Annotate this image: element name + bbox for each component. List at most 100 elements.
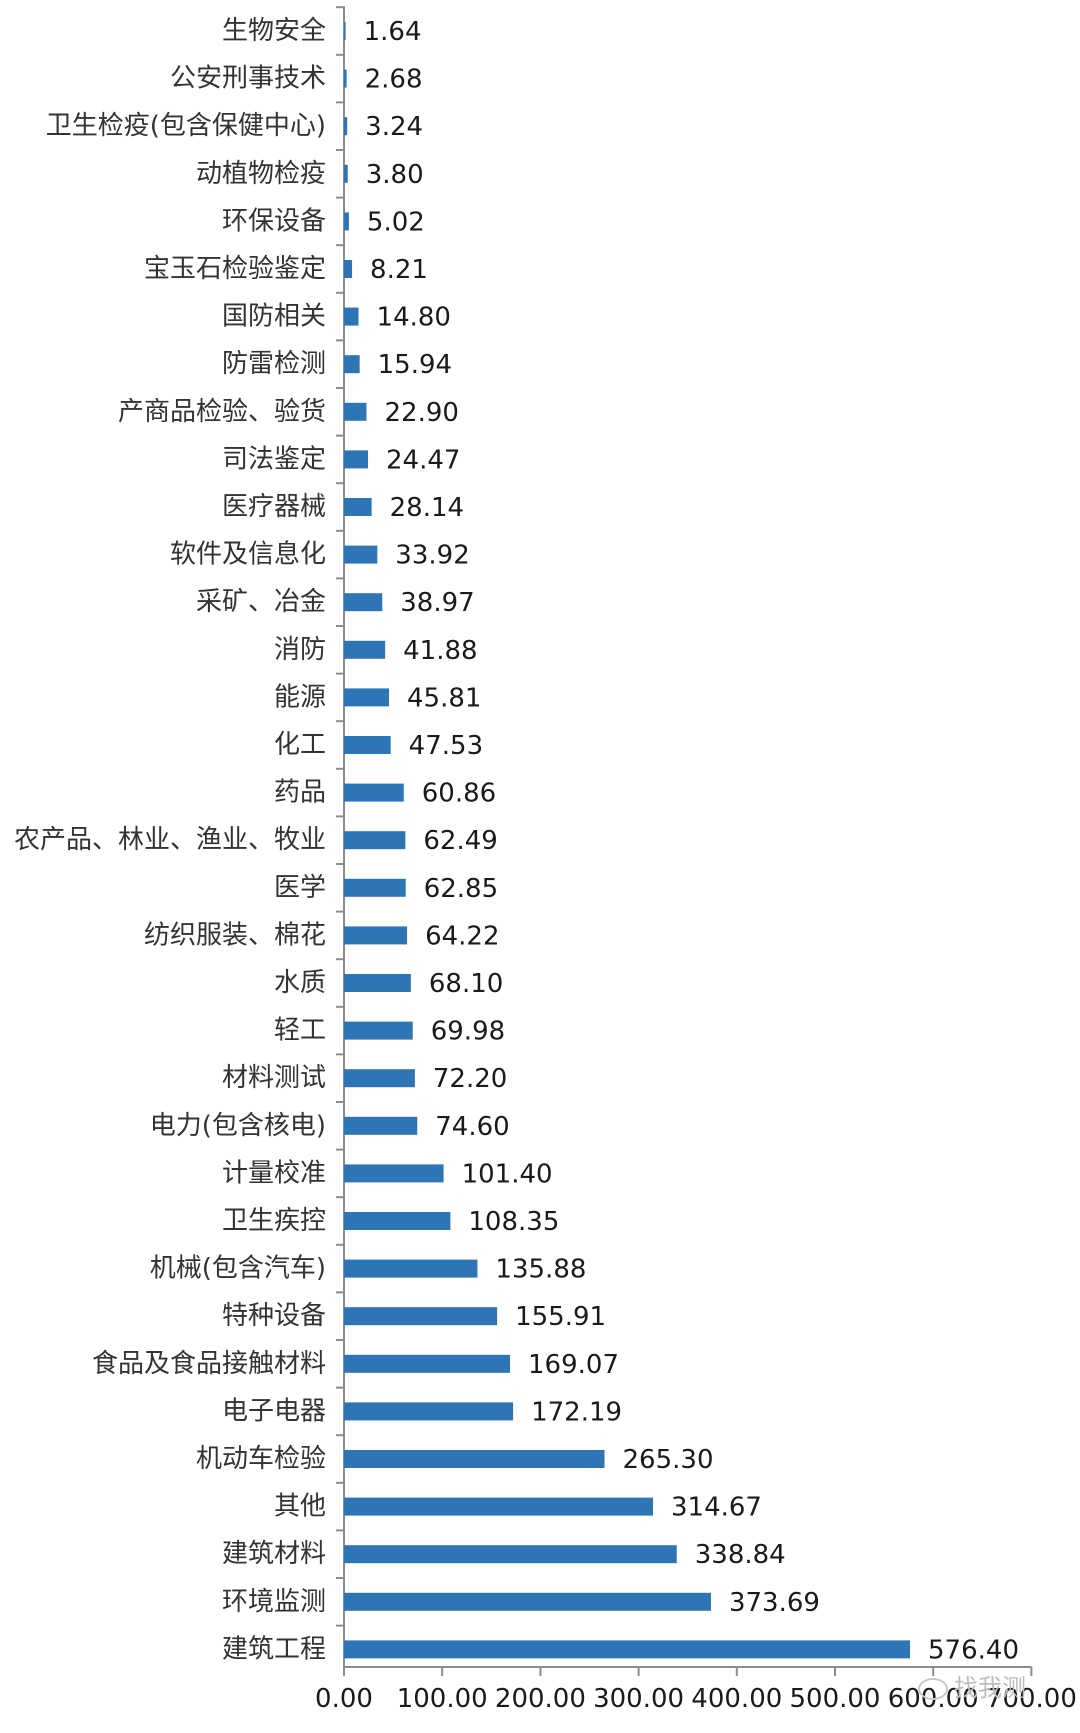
x-tick-label: 400.00 bbox=[691, 1684, 782, 1714]
value-label: 338.84 bbox=[695, 1540, 786, 1570]
value-label: 45.81 bbox=[407, 683, 481, 713]
bar bbox=[344, 402, 367, 421]
value-label: 169.07 bbox=[528, 1350, 619, 1380]
bar bbox=[344, 736, 391, 754]
bar bbox=[344, 878, 406, 897]
category-label: 生物安全 bbox=[222, 16, 326, 46]
value-label: 24.47 bbox=[386, 445, 460, 475]
bar bbox=[344, 212, 349, 231]
bar bbox=[344, 688, 389, 707]
bar bbox=[344, 1259, 478, 1278]
category-label: 国防相关 bbox=[222, 302, 326, 332]
value-label: 62.49 bbox=[423, 826, 497, 856]
value-label: 60.86 bbox=[422, 779, 496, 809]
watermark: 找我测 bbox=[918, 1668, 1026, 1703]
value-label: 3.24 bbox=[365, 112, 423, 142]
bar bbox=[344, 1116, 418, 1135]
bar bbox=[344, 22, 346, 40]
wechat-icon bbox=[918, 1678, 948, 1700]
value-label: 172.19 bbox=[531, 1397, 622, 1427]
bar bbox=[344, 640, 386, 659]
category-label: 环境监测 bbox=[222, 1587, 326, 1617]
value-label: 74.60 bbox=[435, 1112, 509, 1142]
bar bbox=[344, 974, 411, 992]
bar bbox=[344, 1497, 654, 1516]
bar bbox=[344, 926, 408, 945]
category-label: 采矿、冶金 bbox=[196, 587, 326, 617]
category-label: 机械(包含汽车) bbox=[150, 1254, 326, 1284]
x-tick-label: 100.00 bbox=[397, 1684, 488, 1714]
category-label: 轻工 bbox=[274, 1016, 326, 1046]
bar bbox=[344, 831, 406, 850]
category-label: 能源 bbox=[274, 682, 326, 712]
value-label: 373.69 bbox=[729, 1588, 820, 1618]
bar bbox=[344, 593, 383, 612]
value-label: 64.22 bbox=[425, 921, 499, 951]
bar bbox=[344, 1450, 605, 1468]
category-label: 宝玉石检验鉴定 bbox=[144, 254, 326, 284]
bar bbox=[344, 1402, 514, 1421]
category-label: 农产品、林业、渔业、牧业 bbox=[14, 825, 326, 855]
category-label: 电子电器 bbox=[222, 1396, 326, 1426]
x-tick-label: 300.00 bbox=[593, 1684, 684, 1714]
category-label: 水质 bbox=[274, 968, 326, 998]
bar bbox=[344, 1069, 415, 1088]
category-label: 环保设备 bbox=[222, 206, 326, 236]
bar bbox=[344, 69, 347, 88]
value-label: 22.90 bbox=[384, 398, 458, 428]
x-tick-label: 700.00 bbox=[986, 1684, 1077, 1714]
bar bbox=[344, 1307, 498, 1326]
category-label: 医疗器械 bbox=[222, 492, 326, 522]
value-label: 33.92 bbox=[395, 541, 469, 571]
category-label: 食品及食品接触材料 bbox=[92, 1349, 326, 1379]
bar bbox=[344, 1021, 413, 1040]
x-tick-label: 200.00 bbox=[495, 1684, 586, 1714]
bar bbox=[344, 1640, 911, 1659]
bar bbox=[344, 164, 348, 183]
bar bbox=[344, 1354, 511, 1373]
category-label: 软件及信息化 bbox=[170, 540, 326, 570]
value-label: 5.02 bbox=[367, 207, 425, 237]
category-label: 化工 bbox=[274, 730, 326, 760]
category-label: 特种设备 bbox=[222, 1301, 326, 1331]
bar bbox=[344, 117, 348, 136]
value-label: 62.85 bbox=[424, 874, 498, 904]
value-label: 69.98 bbox=[431, 1017, 505, 1047]
category-label: 纺织服装、棉花 bbox=[144, 920, 326, 950]
value-label: 135.88 bbox=[495, 1255, 586, 1285]
category-label: 电力(包含核电) bbox=[150, 1111, 326, 1141]
value-label: 8.21 bbox=[370, 255, 428, 285]
bar bbox=[344, 1212, 451, 1230]
value-label: 2.68 bbox=[365, 65, 423, 95]
category-label: 其他 bbox=[274, 1492, 326, 1522]
bar bbox=[344, 307, 359, 326]
category-label: 消防 bbox=[274, 635, 326, 665]
value-label: 72.20 bbox=[433, 1064, 507, 1094]
category-label: 建筑材料 bbox=[222, 1539, 326, 1569]
value-label: 15.94 bbox=[378, 350, 452, 380]
x-tick-label: 0.00 bbox=[315, 1684, 373, 1714]
category-label: 建筑工程 bbox=[222, 1634, 326, 1664]
value-label: 108.35 bbox=[468, 1207, 559, 1237]
bar bbox=[344, 498, 372, 516]
value-label: 576.40 bbox=[928, 1635, 1019, 1665]
category-label: 动植物检疫 bbox=[196, 159, 326, 189]
category-label: 机动车检验 bbox=[196, 1444, 326, 1474]
bar bbox=[344, 1545, 677, 1564]
category-label: 防雷检测 bbox=[222, 349, 326, 379]
value-label: 1.64 bbox=[364, 17, 422, 47]
value-label: 155.91 bbox=[515, 1302, 606, 1332]
value-label: 314.67 bbox=[671, 1493, 762, 1523]
bar bbox=[344, 260, 353, 278]
x-tick-label: 500.00 bbox=[790, 1684, 881, 1714]
value-label: 101.40 bbox=[462, 1159, 553, 1189]
value-label: 265.30 bbox=[623, 1445, 714, 1475]
bar bbox=[344, 355, 360, 374]
value-label: 14.80 bbox=[377, 303, 451, 333]
watermark-text: 找我测 bbox=[954, 1674, 1026, 1702]
value-label: 68.10 bbox=[429, 969, 503, 999]
category-label: 材料测试 bbox=[222, 1063, 326, 1093]
category-label: 产商品检验、验货 bbox=[118, 397, 326, 427]
